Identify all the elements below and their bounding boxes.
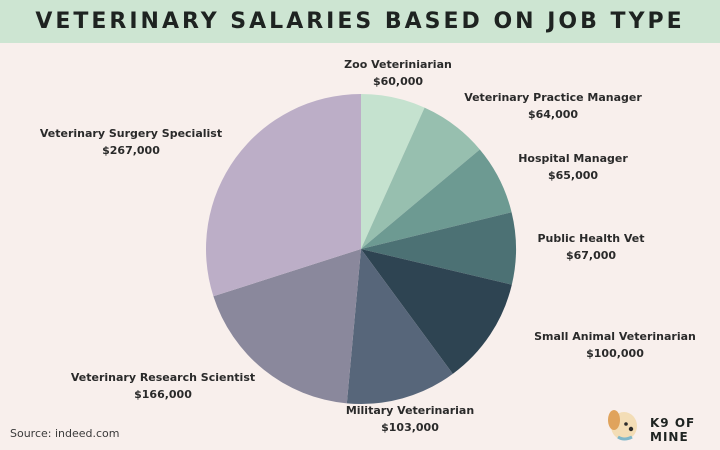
- title-bar: VETERINARY SALARIES BASED ON JOB TYPE: [0, 0, 720, 43]
- pie-slice: [213, 249, 361, 404]
- slice-label: Public Health Vet: [537, 232, 644, 245]
- slice-value-label: $103,000: [381, 421, 439, 434]
- slice-value-label: $166,000: [134, 388, 192, 401]
- slice-label: Veterinary Practice Manager: [464, 91, 642, 104]
- pie-slice: [346, 249, 453, 404]
- slice-label: Military Veterinarian: [346, 404, 474, 417]
- slice-value-label: $267,000: [102, 144, 160, 157]
- pie-slice: [361, 249, 512, 374]
- slice-value-label: $60,000: [373, 75, 423, 88]
- slice-value-label: $65,000: [548, 169, 598, 182]
- pie-slice: [361, 107, 480, 249]
- slice-label: Veterinary Surgery Specialist: [40, 127, 222, 140]
- source-note: Source: indeed.com: [10, 427, 120, 440]
- logo-text: K9 OF MINE: [650, 416, 696, 444]
- slice-value-label: $64,000: [528, 108, 578, 121]
- pie-slice: [361, 212, 517, 285]
- pie-slice: [361, 94, 425, 249]
- slice-value-label: $100,000: [586, 347, 644, 360]
- pie-slice: [206, 94, 361, 297]
- chart-title: VETERINARY SALARIES BASED ON JOB TYPE: [35, 9, 685, 34]
- slice-value-label: $67,000: [566, 249, 616, 262]
- brand-logo: K9 OF MINE: [604, 404, 716, 444]
- dog-icon: [608, 410, 637, 441]
- slice-label: Small Animal Veterinarian: [534, 330, 696, 343]
- slice-label: Zoo Veteriniarian: [344, 58, 452, 71]
- slice-label: Veterinary Research Scientist: [71, 371, 255, 384]
- slice-label: Hospital Manager: [518, 152, 628, 165]
- pie-slice: [361, 149, 512, 249]
